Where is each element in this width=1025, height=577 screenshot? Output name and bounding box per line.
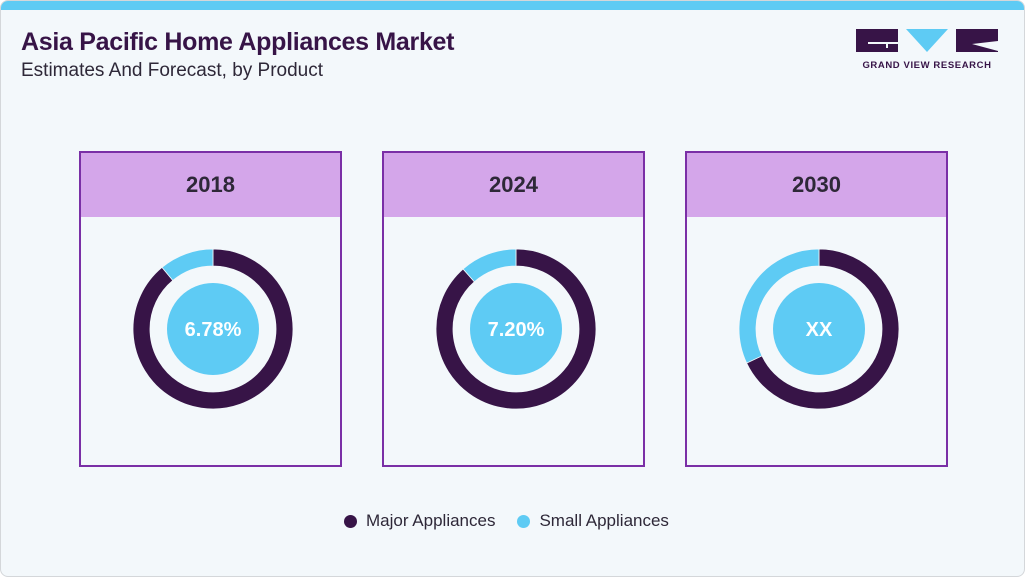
panel-2024: 2024 7.20%	[382, 151, 645, 467]
legend-label: Small Appliances	[539, 511, 669, 530]
donut-chart-2024: 7.20%	[435, 248, 597, 410]
chart-subtitle: Estimates And Forecast, by Product	[21, 60, 324, 81]
donut-chart-2018: 6.78%	[132, 248, 294, 410]
chart-title: Asia Pacific Home Appliances Market	[21, 28, 455, 56]
legend-label: Major Appliances	[366, 511, 496, 530]
panel-year-label: 2030	[687, 153, 946, 217]
donut-slice-major-appliances	[435, 248, 597, 410]
logo-triangle-v	[906, 29, 948, 52]
logo-block-g	[856, 29, 898, 52]
donut-slice-major-appliances	[132, 248, 294, 410]
panel-year-label: 2018	[81, 153, 340, 217]
donut-center-label: XX	[806, 319, 833, 341]
top-accent-bar	[1, 1, 1024, 10]
panel-2030: 2030 XX	[685, 151, 948, 467]
panel-year-label: 2024	[384, 153, 643, 217]
donut-center-circle	[773, 283, 865, 375]
panel-2018: 2018 6.78%	[79, 151, 342, 467]
legend-item-small: Small Appliances	[517, 511, 669, 531]
donut-center-label: 7.20%	[488, 319, 545, 341]
donut-slice-major-appliances	[746, 248, 900, 410]
donut-slice-small-appliances	[462, 248, 517, 283]
donut-chart-2030: XX	[738, 248, 900, 410]
donut-center-label: 6.78%	[185, 319, 242, 341]
donut-center-circle	[470, 283, 562, 375]
donut-slice-small-appliances	[161, 248, 214, 282]
donut-center-circle	[167, 283, 259, 375]
legend-dot-major	[344, 514, 357, 528]
legend-item-major: Major Appliances	[344, 511, 495, 531]
donut-slice-small-appliances	[738, 248, 820, 364]
logo-text: GRAND VIEW RESEARCH	[862, 60, 992, 71]
grand-view-research-logo	[856, 29, 998, 52]
chart-legend: Major Appliances Small Appliances	[344, 511, 691, 531]
legend-dot-small	[517, 514, 531, 528]
